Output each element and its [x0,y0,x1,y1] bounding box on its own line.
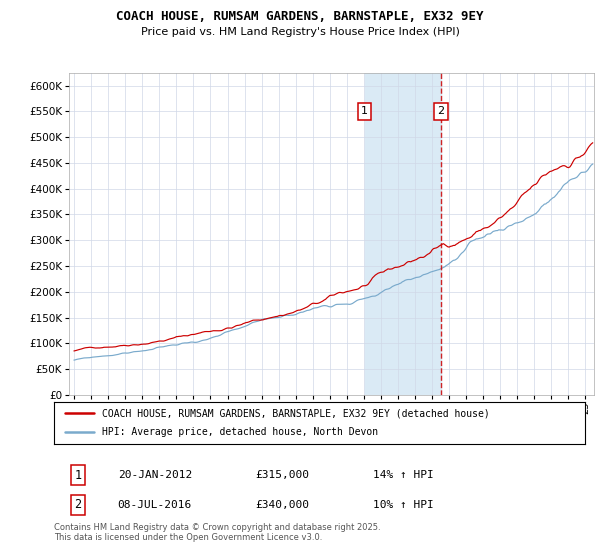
Text: HPI: Average price, detached house, North Devon: HPI: Average price, detached house, Nort… [102,427,378,437]
Text: £340,000: £340,000 [256,500,310,510]
Text: 2: 2 [437,106,445,116]
Text: 2: 2 [74,498,82,511]
Bar [365,73,441,395]
Text: Contains HM Land Registry data © Crown copyright and database right 2025.
This d: Contains HM Land Registry data © Crown c… [54,522,380,542]
Text: 14% ↑ HPI: 14% ↑ HPI [373,470,433,480]
Text: 20-JAN-2012: 20-JAN-2012 [118,470,192,480]
Text: 08-JUL-2016: 08-JUL-2016 [118,500,192,510]
Text: Price paid vs. HM Land Registry's House Price Index (HPI): Price paid vs. HM Land Registry's House … [140,27,460,37]
Text: 10% ↑ HPI: 10% ↑ HPI [373,500,433,510]
Text: £315,000: £315,000 [256,470,310,480]
Text: 1: 1 [361,106,368,116]
Text: 1: 1 [74,469,82,482]
Text: COACH HOUSE, RUMSAM GARDENS, BARNSTAPLE, EX32 9EY: COACH HOUSE, RUMSAM GARDENS, BARNSTAPLE,… [116,10,484,23]
Text: COACH HOUSE, RUMSAM GARDENS, BARNSTAPLE, EX32 9EY (detached house): COACH HOUSE, RUMSAM GARDENS, BARNSTAPLE,… [102,408,490,418]
